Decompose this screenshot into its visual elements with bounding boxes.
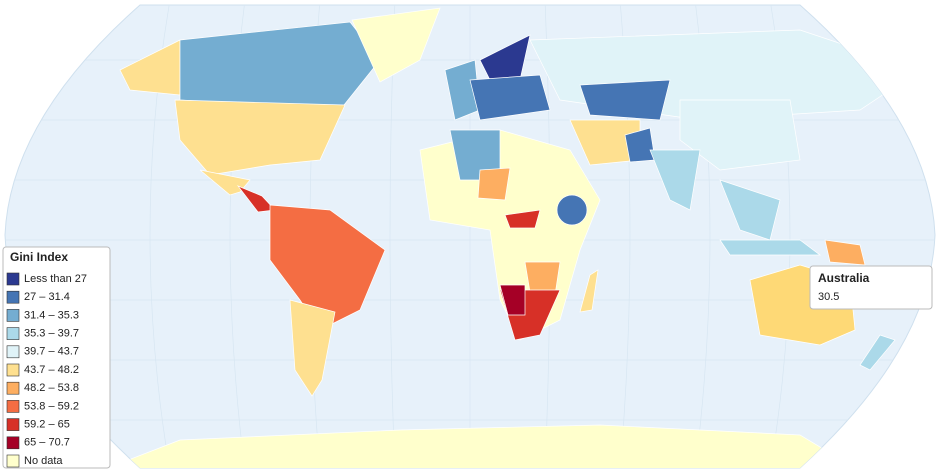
legend-title: Gini Index bbox=[10, 250, 68, 264]
legend-swatch bbox=[6, 363, 20, 377]
mexico bbox=[199, 169, 251, 196]
legend-label: 48.2 – 53.8 bbox=[24, 382, 79, 394]
india bbox=[649, 149, 701, 211]
tooltip: Australia 30.5 bbox=[809, 265, 933, 310]
legend-swatch bbox=[6, 418, 20, 431]
kazakhstan bbox=[579, 79, 671, 121]
namibia bbox=[499, 284, 526, 316]
argentina bbox=[289, 299, 336, 397]
canada bbox=[179, 21, 381, 111]
ethiopia bbox=[556, 194, 588, 226]
legend-label: 43.7 – 48.2 bbox=[24, 364, 79, 376]
tooltip-value: 30.5 bbox=[818, 291, 839, 303]
legend-label: 59.2 – 65 bbox=[24, 419, 70, 431]
legend-label: 31.4 – 35.3 bbox=[24, 309, 79, 321]
legend-swatch bbox=[6, 272, 20, 286]
antarctica bbox=[99, 424, 862, 468]
legend-label: 35.3 – 39.7 bbox=[24, 328, 79, 340]
greenland bbox=[351, 7, 441, 83]
legend-box bbox=[2, 246, 111, 469]
legend-swatch bbox=[6, 290, 20, 304]
papua-new-guinea bbox=[824, 239, 866, 266]
legend-swatch bbox=[6, 327, 20, 340]
legend-label: Less than 27 bbox=[24, 273, 87, 285]
indonesia bbox=[719, 239, 822, 256]
usa bbox=[174, 99, 346, 176]
tooltip-country: Australia bbox=[818, 271, 870, 285]
legend-swatch bbox=[6, 309, 20, 322]
legend-items: Less than 27 27 – 31.4 31.4 – 35.3 35.3 – 3… bbox=[6, 272, 87, 468]
legend-swatch bbox=[6, 381, 20, 395]
legend-swatch bbox=[6, 454, 20, 468]
central-europe bbox=[469, 74, 551, 121]
legend-swatch bbox=[6, 345, 20, 359]
new-zealand bbox=[859, 334, 896, 371]
legend-label: 65 – 70.7 bbox=[24, 437, 70, 449]
legend-label: 53.8 – 59.2 bbox=[24, 400, 79, 412]
countries bbox=[99, 7, 921, 468]
legend-label: 27 – 31.4 bbox=[24, 291, 70, 303]
legend-swatch bbox=[6, 436, 20, 450]
legend-label: 39.7 – 43.7 bbox=[24, 346, 79, 358]
madagascar bbox=[579, 269, 599, 313]
brazil bbox=[269, 204, 386, 331]
legend-swatch bbox=[6, 400, 20, 413]
legend: Gini Index Less than 27 27 – 31.4 31.4 – 3… bbox=[2, 246, 111, 469]
tooltip-box bbox=[809, 265, 933, 310]
legend-label: No data bbox=[24, 455, 63, 467]
niger bbox=[477, 167, 511, 201]
china bbox=[679, 99, 801, 171]
car bbox=[504, 209, 541, 229]
